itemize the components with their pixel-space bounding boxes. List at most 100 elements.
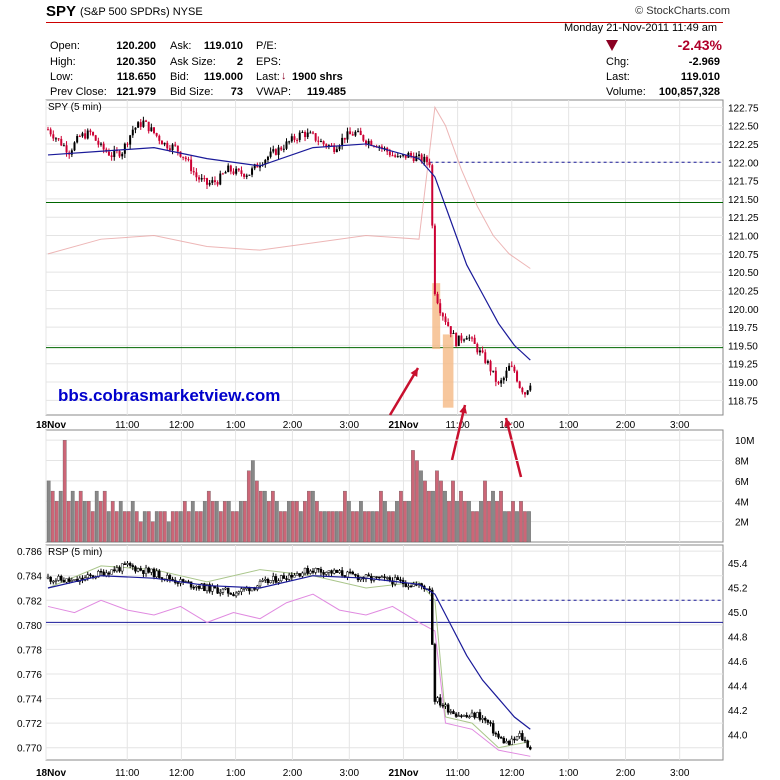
volume-bar: [507, 511, 511, 543]
volume-bar: [523, 511, 527, 543]
candle-body: [280, 147, 283, 150]
candle-body: [338, 145, 341, 150]
volume-bar: [174, 511, 179, 543]
candle-body: [76, 136, 79, 143]
candle-body: [341, 137, 344, 146]
candle-body: [171, 144, 174, 151]
candle-body: [73, 579, 76, 581]
x-tick-label: 3:00: [340, 768, 360, 779]
candle-body: [449, 711, 453, 713]
open-label: Open:: [50, 40, 80, 52]
y-tick-label-right: 45.4: [728, 559, 748, 570]
candle-body: [47, 129, 49, 131]
candle-body: [513, 366, 516, 372]
candle-body: [351, 571, 354, 575]
candle-body: [383, 147, 386, 149]
candle-body: [147, 567, 150, 573]
volume-bar: [295, 501, 299, 543]
high-label: High:: [50, 56, 76, 68]
candle-body: [505, 370, 508, 378]
watermark-text: bbs.cobrasmarketview.com: [58, 386, 281, 405]
candle-body: [346, 131, 349, 140]
bid-label: Bid:: [170, 71, 189, 83]
y-tick-label: 120.00: [728, 305, 759, 316]
pe-label: P/E:: [256, 40, 277, 52]
candle-body: [494, 370, 497, 382]
volume-bar: [182, 501, 187, 543]
volume-bar: [122, 511, 127, 543]
volume-bar: [423, 480, 427, 543]
volume-bar: [178, 511, 183, 543]
volume-bar: [114, 511, 119, 543]
candle-body: [391, 155, 394, 157]
y-tick-label: 120.25: [728, 286, 759, 297]
candle-body: [526, 390, 529, 395]
y-tick-label: 119.25: [728, 360, 758, 371]
candle-body: [176, 582, 180, 584]
candle-body: [304, 131, 307, 138]
volume-bar: [467, 501, 471, 543]
x-tick-label: 12:00: [169, 768, 194, 779]
candle-body: [62, 580, 66, 583]
volume-bar: [399, 490, 403, 543]
volume-bar: [527, 511, 531, 543]
candle-body: [46, 576, 50, 579]
volume-label: Volume:: [606, 86, 646, 98]
candle-body: [343, 137, 346, 140]
volume-bar: [451, 480, 455, 543]
volume-bar: [415, 460, 419, 543]
x-tick-label: 18Nov: [36, 420, 66, 431]
y-tick-label-right: 44.6: [728, 657, 748, 668]
candle-body: [97, 140, 100, 145]
highlight-box: [442, 334, 454, 408]
candle-body: [497, 381, 500, 384]
x-tick-label: 1:00: [559, 768, 579, 779]
candle-body: [158, 135, 161, 141]
candle-body: [195, 585, 198, 588]
volume-bar: [234, 511, 239, 543]
y-tick-label: 118.75: [728, 396, 758, 407]
candle-body: [65, 145, 68, 153]
volume-bar: [411, 450, 415, 543]
candle-body: [195, 172, 198, 178]
candle-body: [142, 570, 145, 574]
candle-body: [221, 173, 224, 175]
bid-size-value: 73: [230, 86, 243, 98]
volume-bar: [439, 480, 443, 543]
y-tick-label: 6M: [735, 477, 749, 488]
volume-bar: [455, 501, 459, 543]
candle-body: [500, 380, 503, 384]
y-tick-label-left: 0.786: [17, 547, 42, 558]
high-value: 120.350: [116, 56, 156, 68]
y-tick-label: 122.50: [728, 122, 759, 133]
candle-body: [473, 712, 476, 718]
y-tick-label: 122.75: [728, 103, 759, 114]
chg-value: -2.969: [688, 56, 720, 68]
candle-body: [327, 145, 330, 147]
candle-body: [444, 316, 447, 323]
candle-body: [261, 579, 264, 582]
candle-body: [433, 644, 437, 702]
candle-body: [349, 131, 352, 135]
x-tick-label: 12:00: [169, 420, 194, 431]
bid-value: 119.000: [203, 71, 243, 83]
y-tick-label: 8M: [735, 457, 749, 468]
panel-title: SPY (5 min): [48, 102, 102, 113]
candle-body: [311, 570, 315, 573]
volume-bar: [274, 501, 279, 543]
candle-body: [484, 717, 487, 721]
candle-body: [359, 130, 362, 136]
volume-bar: [291, 501, 295, 543]
volume-bar: [435, 470, 439, 543]
candle-body: [203, 583, 206, 592]
annotation-arrowhead: [504, 418, 512, 427]
candle-body: [433, 225, 436, 295]
candle-body: [524, 392, 526, 395]
candle-body: [113, 149, 116, 157]
candle-body: [502, 377, 505, 381]
y-tick-label-right: 44.8: [728, 633, 748, 644]
candle-body: [184, 157, 187, 160]
candle-body: [73, 142, 76, 151]
y-tick-label-right: 44.0: [728, 731, 748, 742]
y-tick-label-left: 0.770: [17, 744, 42, 755]
